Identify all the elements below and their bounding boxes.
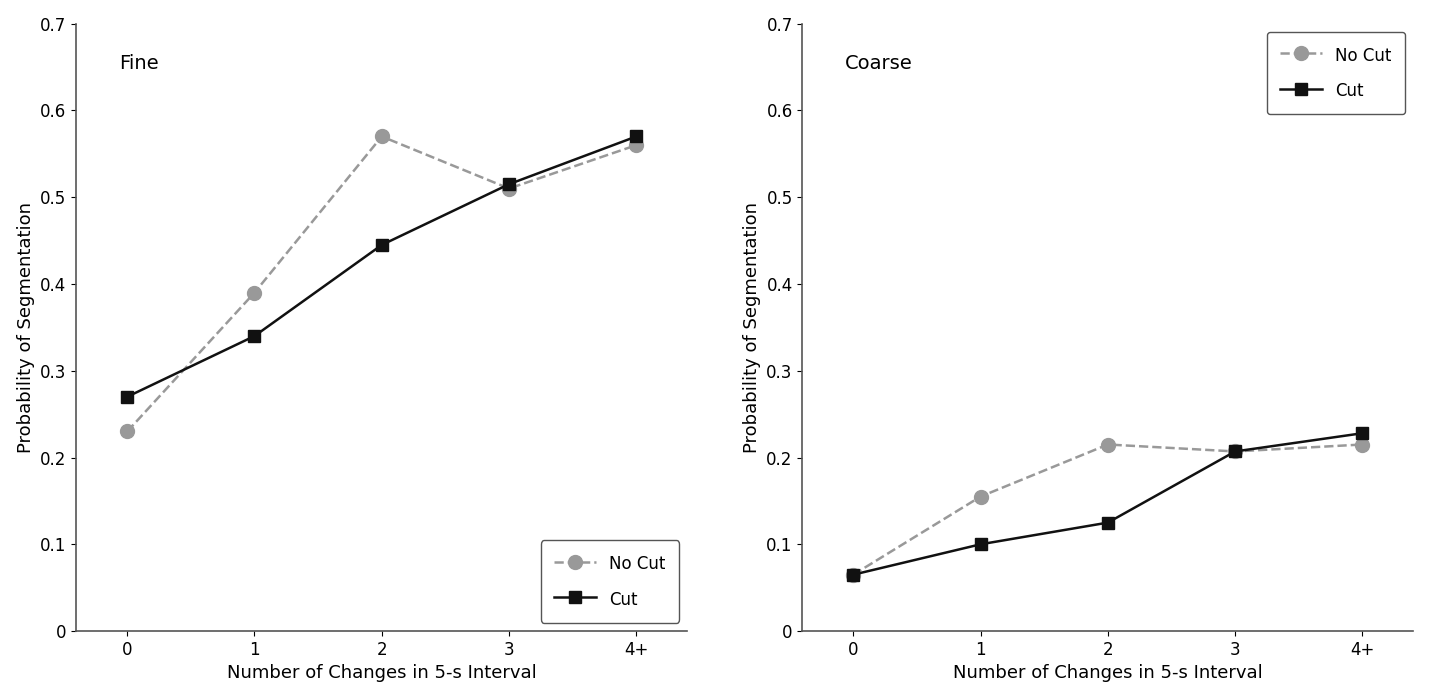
No Cut [373,132,390,140]
Cut [1100,519,1117,527]
Cut [500,180,518,189]
Y-axis label: Probability of Segmentation: Probability of Segmentation [742,202,761,453]
Cut [119,393,136,401]
No Cut [845,570,862,579]
No Cut [1227,447,1244,456]
No Cut [1354,440,1371,449]
Legend: No Cut, Cut: No Cut, Cut [541,540,679,623]
No Cut [119,427,136,435]
Cut [373,240,390,249]
No Cut [972,492,990,500]
Cut [845,570,862,579]
Line: Cut: Cut [848,428,1369,580]
X-axis label: Number of Changes in 5-s Interval: Number of Changes in 5-s Interval [227,664,536,682]
No Cut [246,289,263,297]
Y-axis label: Probability of Segmentation: Probability of Segmentation [17,202,34,453]
Cut [1227,447,1244,456]
No Cut [1100,440,1117,449]
Cut [628,132,645,140]
No Cut [628,141,645,150]
Text: Fine: Fine [119,54,159,73]
Legend: No Cut, Cut: No Cut, Cut [1267,32,1406,115]
Line: No Cut: No Cut [847,438,1370,582]
Text: Coarse: Coarse [845,54,912,73]
X-axis label: Number of Changes in 5-s Interval: Number of Changes in 5-s Interval [952,664,1263,682]
Cut [972,540,990,549]
No Cut [500,185,518,193]
Line: No Cut: No Cut [120,129,644,438]
Cut [1354,429,1371,438]
Line: Cut: Cut [122,131,642,403]
Cut [246,332,263,340]
